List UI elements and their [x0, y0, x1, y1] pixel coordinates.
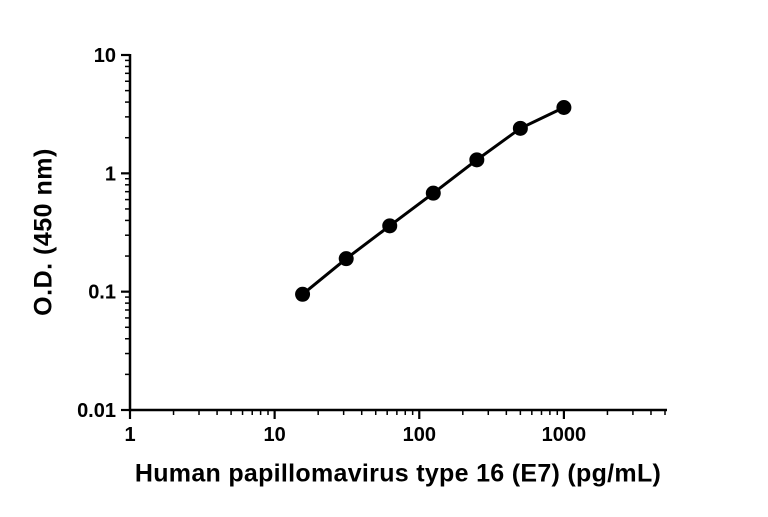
x-tick-label: 1000: [542, 424, 587, 446]
data-point: [382, 218, 398, 234]
y-axis-title: O.D. (450 nm): [29, 148, 58, 316]
y-tick-label: 0.1: [88, 282, 116, 304]
y-tick-label: 0.01: [77, 400, 116, 422]
x-axis-title: Human papillomavirus type 16 (E7) (pg/mL…: [134, 459, 662, 488]
data-point: [338, 251, 354, 267]
y-tick-label: 1: [105, 163, 116, 185]
x-tick-label: 1: [124, 424, 135, 446]
y-tick-label: 10: [94, 45, 116, 67]
x-tick-label: 100: [403, 424, 436, 446]
data-point: [512, 120, 528, 136]
data-point: [295, 286, 311, 302]
data-point: [425, 185, 441, 201]
series-line: [301, 106, 566, 296]
data-point: [556, 100, 572, 116]
x-tick-label: 10: [264, 424, 286, 446]
data-point: [469, 152, 485, 168]
